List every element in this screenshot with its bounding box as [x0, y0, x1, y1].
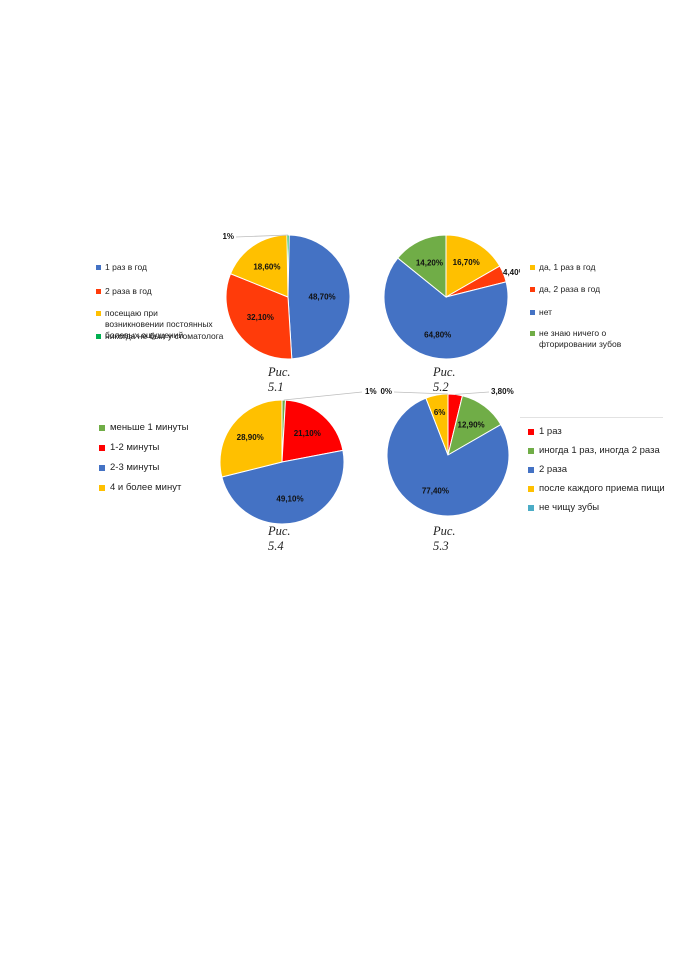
legend-label: не чищу зубы: [539, 502, 600, 513]
legend-swatch: [530, 310, 535, 315]
pie-slice: [397, 234, 447, 299]
legend-label: да, 2 раза в год: [539, 284, 601, 294]
legend-swatch: [530, 287, 535, 292]
legend-item: не знаю ничего о фторировании зубов: [530, 328, 665, 350]
caption-5-3: Рис. 5.3: [433, 524, 456, 553]
leader-line: [283, 391, 363, 401]
legend-swatch: [528, 486, 534, 492]
pie-slice: [225, 273, 293, 360]
legend-swatch: [96, 289, 101, 294]
caption-5-1: Рис. 5.1: [268, 365, 291, 394]
legend-item: нет: [530, 307, 552, 318]
data-label: 21,10%: [294, 429, 321, 438]
data-label: 16,70%: [453, 258, 480, 267]
legend-swatch: [528, 448, 534, 454]
legend-5-3: 1 раз иногда 1 раз, иногда 2 раза 2 раза…: [528, 426, 668, 521]
legend-swatch: [99, 445, 105, 451]
legend-swatch: [99, 425, 105, 431]
pie-slice: [386, 397, 510, 517]
legend-label: не знаю ничего о фторировании зубов: [539, 328, 622, 349]
pie-chart-5-2: 16,70% 4,40% 64,80% 14,20%: [383, 234, 520, 360]
legend-5-1: 1 раз в год 2 раза в год посещаю при воз…: [96, 262, 236, 342]
data-label: 4,40%: [503, 268, 520, 277]
legend-swatch: [530, 331, 535, 336]
data-label: 1%: [365, 387, 377, 396]
pie-slice: [281, 399, 344, 463]
legend-label: 1 раз в год: [105, 262, 147, 272]
pie-slice: [219, 399, 283, 478]
data-label: 6%: [434, 408, 446, 417]
legend-label: 1-2 минуты: [110, 442, 160, 453]
legend-label: да, 1 раз в год: [539, 262, 596, 272]
legend-frame: [520, 417, 663, 418]
legend-label: после каждого приема пищи: [539, 483, 665, 494]
pie-chart-5-3: 3,80% 12,90% 77,40% 6% 0%: [380, 387, 514, 517]
legend-item: да, 1 раз в год: [530, 262, 595, 273]
legend-item: 2-3 минуты: [99, 462, 159, 474]
leader-line: [455, 391, 490, 395]
legend-swatch: [528, 429, 534, 435]
legend-item: иногда 1 раз, иногда 2 раза: [528, 445, 660, 457]
legend-item: не чищу зубы: [528, 502, 599, 514]
data-label: 77,40%: [422, 487, 449, 496]
legend-swatch: [99, 485, 105, 491]
caption-5-4: Рис. 5.4: [268, 524, 291, 553]
legend-label: нет: [539, 307, 553, 317]
legend-5-4: меньше 1 минуты 1-2 минуты 2-3 минуты 4 …: [99, 422, 219, 502]
data-label: 49,10%: [276, 494, 303, 503]
data-label: 14,20%: [416, 258, 443, 267]
data-label: 64,80%: [424, 331, 451, 340]
pie-chart-5-1: 48,70% 32,10% 18,60% 1%: [222, 232, 351, 360]
pie-slice: [383, 257, 509, 360]
caption-5-2: Рис. 5.2: [433, 365, 456, 394]
legend-item: 4 и более минут: [99, 482, 181, 494]
legend-swatch: [96, 334, 101, 339]
legend-item: 2 раза в год: [96, 286, 152, 297]
data-label: 32,10%: [247, 313, 274, 322]
legend-swatch: [528, 467, 534, 473]
pie-slice: [445, 234, 501, 298]
legend-5-2: да, 1 раз в год да, 2 раза в год нет не …: [530, 262, 670, 352]
legend-label: 4 и более минут: [110, 482, 182, 493]
legend-item: 1-2 минуты: [99, 442, 159, 454]
leader-line: [501, 271, 504, 274]
pie-chart-5-4: 1% 21,10% 49,10% 28,90%: [219, 387, 377, 525]
legend-item: 1 раз в год: [96, 262, 147, 273]
legend-swatch: [530, 265, 535, 270]
legend-swatch: [96, 265, 101, 270]
legend-label: меньше 1 минуты: [110, 422, 189, 433]
legend-label: никогда не был у стоматолога: [105, 331, 224, 341]
pie-slice: [221, 449, 345, 525]
data-label: 12,90%: [458, 420, 485, 429]
legend-item: никогда не был у стоматолога: [96, 331, 223, 342]
legend-label: 1 раз: [539, 426, 562, 437]
legend-swatch: [96, 311, 101, 316]
legend-label: иногда 1 раз, иногда 2 раза: [539, 445, 660, 456]
legend-label: 2-3 минуты: [110, 462, 160, 473]
legend-item: меньше 1 минуты: [99, 422, 189, 434]
pie-slice: [287, 234, 351, 360]
legend-label: 2 раза: [539, 464, 568, 475]
legend-item: да, 2 раза в год: [530, 284, 600, 295]
legend-label: посещаю при возникновении постоянных бол…: [105, 308, 213, 340]
data-label: 28,90%: [237, 433, 264, 442]
legend-label: 2 раза в год: [105, 286, 152, 296]
legend-item: 2 раза: [528, 464, 567, 476]
legend-item: 1 раз: [528, 426, 562, 438]
data-label: 0%: [380, 387, 392, 396]
legend-item: после каждого приема пищи: [528, 483, 665, 495]
data-label: 1%: [222, 232, 234, 241]
leader-line: [235, 234, 289, 238]
data-label: 48,70%: [309, 292, 336, 301]
leader-line: [393, 391, 449, 395]
legend-item: посещаю при возникновении постоянных бол…: [96, 308, 216, 341]
legend-swatch: [99, 465, 105, 471]
legend-swatch: [528, 505, 534, 511]
data-label: 18,60%: [253, 262, 280, 271]
data-label: 3,80%: [491, 387, 514, 396]
